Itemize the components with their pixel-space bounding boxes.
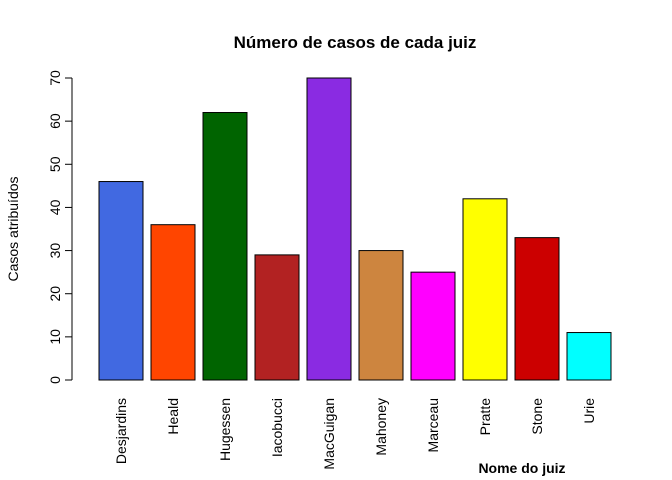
y-tick-label: 0 [47, 376, 63, 384]
x-tick-label-hugessen: Hugessen [217, 398, 233, 461]
x-tick-label-mahoney: Mahoney [373, 398, 389, 456]
y-tick-label: 70 [47, 70, 63, 86]
bar-pratte [462, 198, 508, 381]
bars [98, 77, 612, 381]
y-tick-label: 60 [47, 113, 63, 129]
bar-desjardins [98, 181, 144, 381]
chart-title: Número de casos de cada juiz [234, 33, 477, 52]
y-tick-label: 40 [47, 199, 63, 215]
bar-marceau [410, 271, 456, 381]
bar-iacobucci [254, 254, 300, 381]
bar-macguigan [306, 77, 352, 381]
x-axis-label: Nome do juiz [478, 460, 565, 476]
y-tick-label: 50 [47, 156, 63, 172]
bar-mahoney [358, 250, 404, 381]
y-axis-label: Casos atribuídos [5, 176, 21, 281]
bar-hugessen [202, 112, 248, 381]
x-tick-label-iacobucci: Iacobucci [269, 398, 285, 457]
y-tick-label: 30 [47, 243, 63, 259]
x-tick-labels: Desjardins Heald Hugessen Iacobucci MacGuiga… [113, 398, 597, 470]
bar-heald [150, 224, 196, 381]
x-tick-label-stone: Stone [529, 398, 545, 435]
y-tick-label: 20 [47, 286, 63, 302]
y-axis: 0 10 20 30 40 50 60 70 [47, 70, 73, 384]
bar-urie [566, 332, 612, 381]
x-tick-label-desjardins: Desjardins [113, 398, 129, 464]
x-tick-label-pratte: Pratte [477, 398, 493, 436]
y-tick-label: 10 [47, 329, 63, 345]
x-tick-label-marceau: Marceau [425, 398, 441, 452]
x-tick-label-macguigan: MacGuigan [321, 398, 337, 470]
bar-stone [514, 237, 560, 381]
x-tick-label-urie: Urie [581, 398, 597, 424]
x-tick-label-heald: Heald [165, 398, 181, 435]
